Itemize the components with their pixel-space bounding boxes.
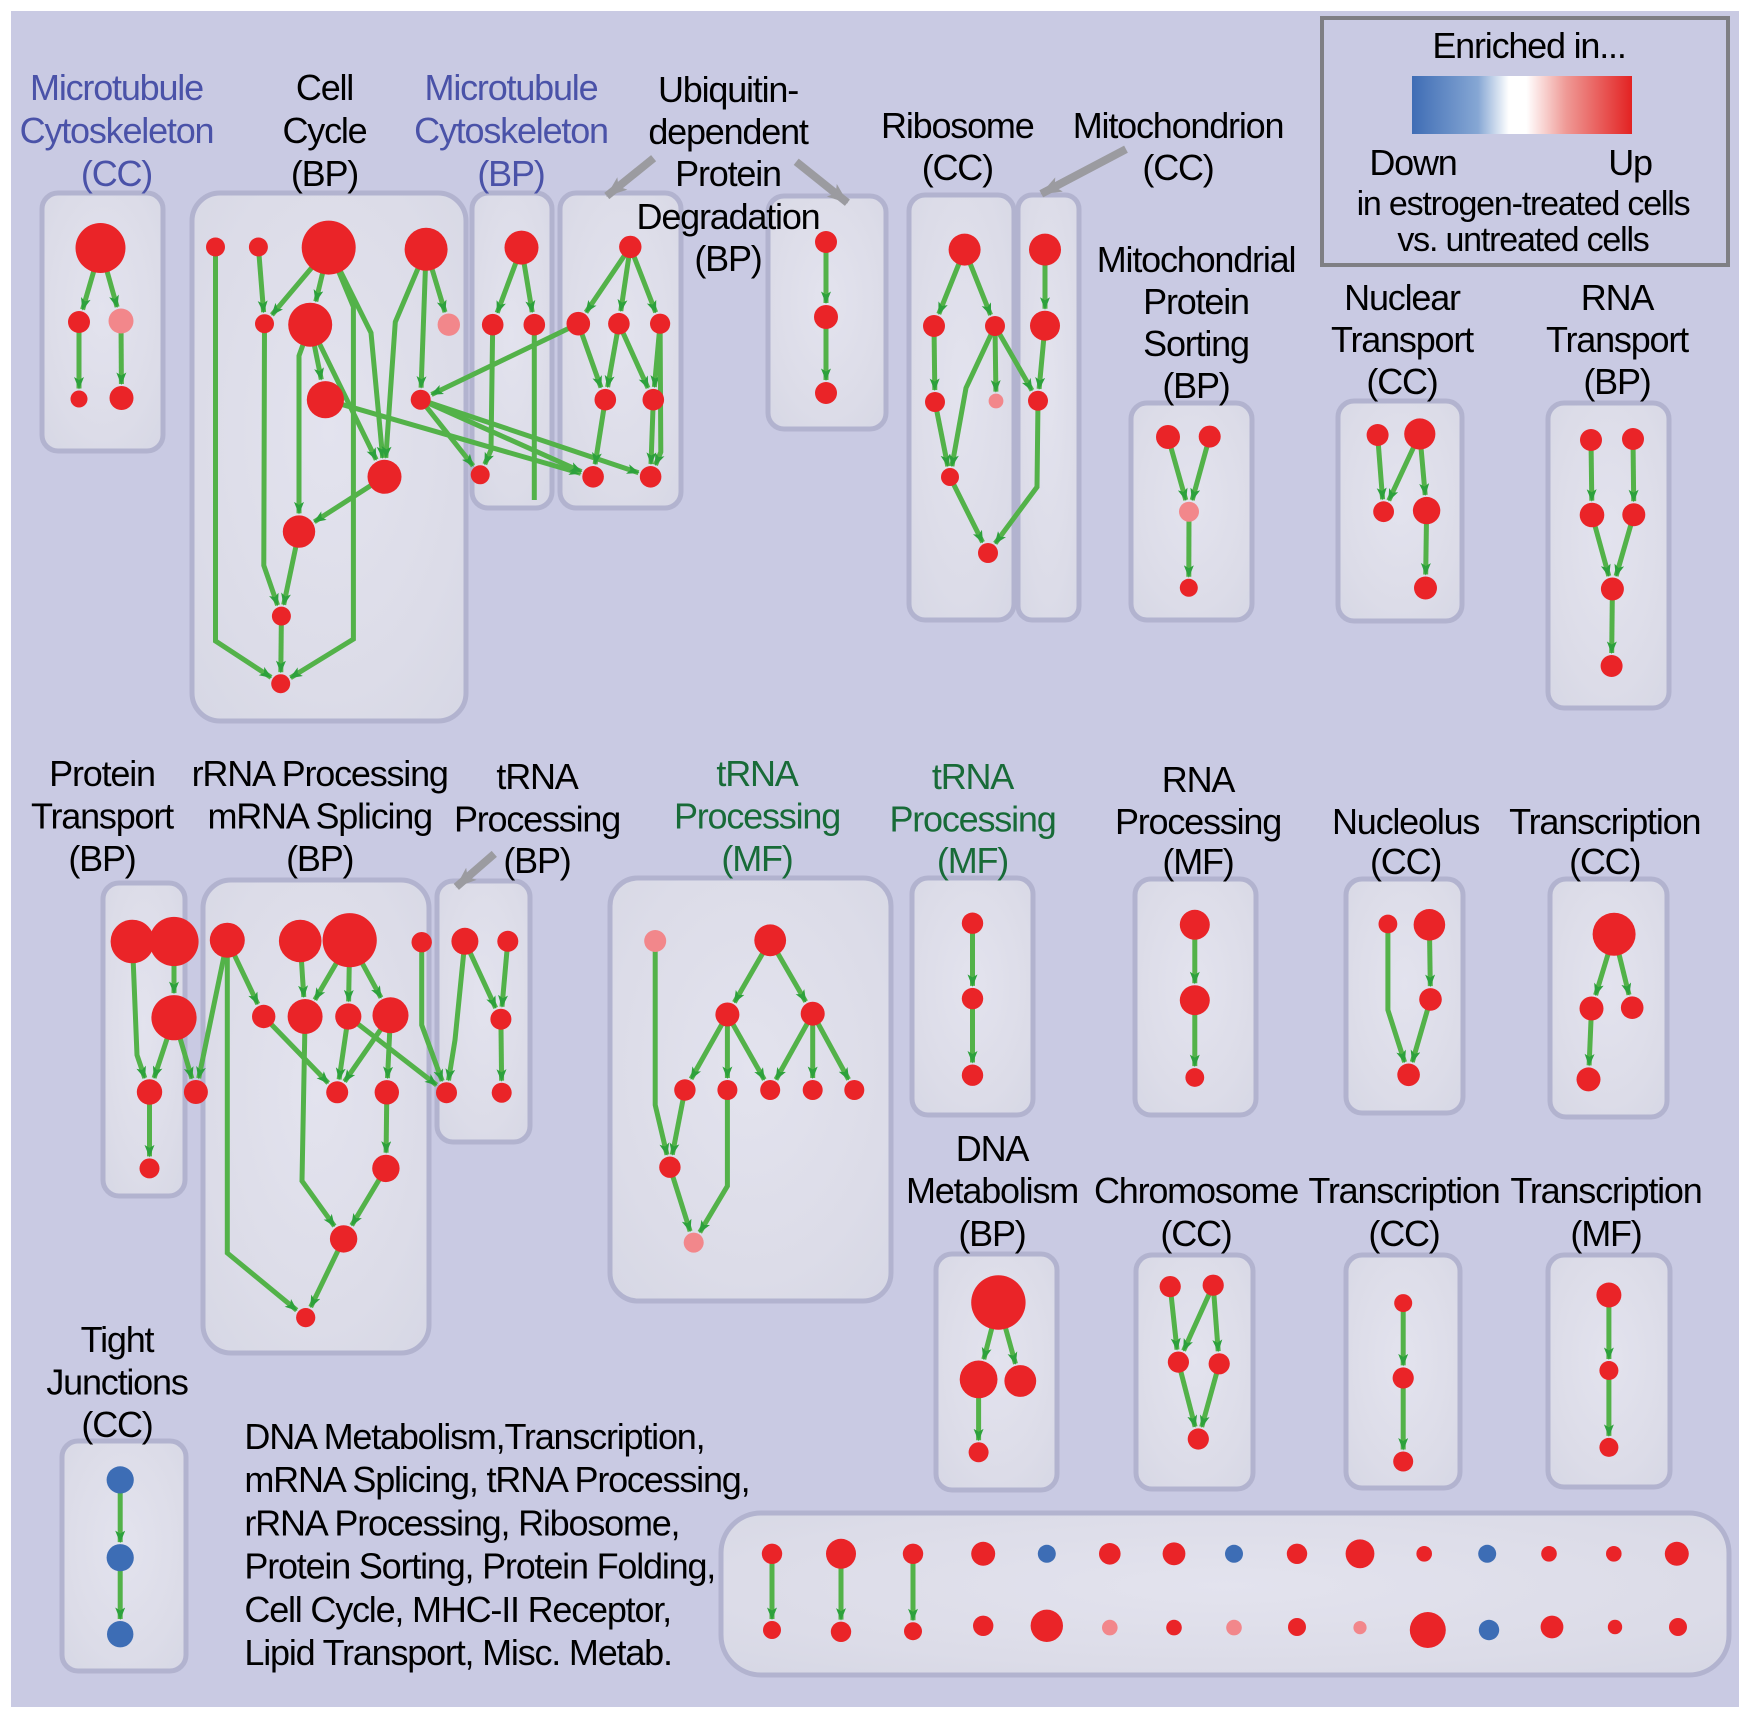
svg-text:(MF): (MF) xyxy=(721,838,792,879)
svg-text:Microtubule: Microtubule xyxy=(425,67,598,108)
svg-text:Processing: Processing xyxy=(674,796,840,837)
svg-text:(CC): (CC) xyxy=(81,1404,152,1445)
svg-text:(CC): (CC) xyxy=(1142,147,1213,188)
svg-text:RNA: RNA xyxy=(1581,277,1655,318)
svg-text:(BP): (BP) xyxy=(1583,361,1650,402)
svg-text:Nucleolus: Nucleolus xyxy=(1332,801,1479,842)
svg-text:Degradation: Degradation xyxy=(637,196,820,237)
svg-text:Sorting: Sorting xyxy=(1143,323,1249,364)
svg-text:(MF): (MF) xyxy=(1570,1213,1641,1254)
svg-text:(BP): (BP) xyxy=(503,840,570,881)
svg-text:(BP): (BP) xyxy=(1162,365,1229,406)
svg-text:Protein: Protein xyxy=(49,753,155,794)
svg-text:Nuclear: Nuclear xyxy=(1344,277,1461,318)
svg-text:DNA Metabolism,Transcription,: DNA Metabolism,Transcription, xyxy=(244,1416,704,1457)
svg-text:tRNA: tRNA xyxy=(932,756,1014,797)
svg-text:(BP): (BP) xyxy=(694,238,761,279)
svg-text:RNA: RNA xyxy=(1162,759,1236,800)
svg-text:(MF): (MF) xyxy=(937,840,1008,881)
svg-text:Down: Down xyxy=(1369,142,1456,183)
svg-text:(CC): (CC) xyxy=(81,153,152,194)
svg-text:Lipid Transport, Misc. Metab.: Lipid Transport, Misc. Metab. xyxy=(244,1632,671,1673)
svg-text:Microtubule: Microtubule xyxy=(30,67,203,108)
svg-text:Processing: Processing xyxy=(1115,801,1281,842)
svg-text:Protein: Protein xyxy=(675,153,781,194)
svg-text:dependent: dependent xyxy=(648,111,809,152)
svg-text:Cell: Cell xyxy=(296,67,353,108)
svg-text:Processing: Processing xyxy=(889,799,1055,840)
svg-text:(BP): (BP) xyxy=(286,838,353,879)
svg-text:Junctions: Junctions xyxy=(46,1362,187,1403)
svg-text:DNA: DNA xyxy=(956,1128,1030,1169)
svg-text:(BP): (BP) xyxy=(477,153,544,194)
svg-text:(CC): (CC) xyxy=(1368,1213,1439,1254)
svg-text:Mitochondrion: Mitochondrion xyxy=(1073,105,1284,146)
svg-text:Cytoskeleton: Cytoskeleton xyxy=(20,110,214,151)
svg-text:Cell Cycle, MHC-II Receptor,: Cell Cycle, MHC-II Receptor, xyxy=(244,1589,671,1630)
svg-text:Cytoskeleton: Cytoskeleton xyxy=(414,110,608,151)
svg-text:(BP): (BP) xyxy=(291,153,358,194)
svg-text:(BP): (BP) xyxy=(958,1213,1025,1254)
svg-text:Enriched in...: Enriched in... xyxy=(1432,25,1625,66)
svg-text:Transport: Transport xyxy=(1546,319,1689,360)
svg-text:Protein Sorting, Protein Foldi: Protein Sorting, Protein Folding, xyxy=(244,1546,715,1587)
svg-text:in estrogen-treated cells: in estrogen-treated cells xyxy=(1357,185,1690,223)
svg-text:rRNA Processing: rRNA Processing xyxy=(192,753,448,794)
svg-text:Chromosome: Chromosome xyxy=(1094,1170,1298,1211)
svg-text:mRNA Splicing: mRNA Splicing xyxy=(207,796,431,837)
svg-text:Processing: Processing xyxy=(454,799,620,840)
svg-text:(CC): (CC) xyxy=(922,147,993,188)
svg-text:mRNA Splicing, tRNA Processing: mRNA Splicing, tRNA Processing, xyxy=(244,1459,749,1500)
svg-text:(CC): (CC) xyxy=(1569,841,1640,882)
svg-text:Tight: Tight xyxy=(81,1319,155,1360)
svg-text:Metabolism: Metabolism xyxy=(906,1170,1078,1211)
svg-text:(CC): (CC) xyxy=(1370,841,1441,882)
svg-text:Ribosome: Ribosome xyxy=(881,105,1034,146)
svg-text:Transcription: Transcription xyxy=(1510,1170,1701,1211)
svg-text:rRNA Processing, Ribosome,: rRNA Processing, Ribosome, xyxy=(244,1503,679,1544)
svg-text:Cycle: Cycle xyxy=(282,110,366,151)
svg-text:Transcription: Transcription xyxy=(1509,801,1700,842)
svg-text:tRNA: tRNA xyxy=(496,756,578,797)
svg-text:(BP): (BP) xyxy=(68,838,135,879)
svg-text:(CC): (CC) xyxy=(1160,1213,1231,1254)
svg-text:(CC): (CC) xyxy=(1366,361,1437,402)
svg-text:tRNA: tRNA xyxy=(716,753,798,794)
svg-text:Transport: Transport xyxy=(31,796,174,837)
svg-text:vs. untreated cells: vs. untreated cells xyxy=(1397,221,1648,259)
svg-text:Up: Up xyxy=(1608,142,1652,183)
svg-text:Protein: Protein xyxy=(1143,281,1249,322)
svg-text:Transcription: Transcription xyxy=(1308,1170,1499,1211)
svg-text:(MF): (MF) xyxy=(1162,841,1233,882)
svg-text:Ubiquitin-: Ubiquitin- xyxy=(658,69,798,110)
svg-text:Mitochondrial: Mitochondrial xyxy=(1097,239,1296,280)
svg-text:Transport: Transport xyxy=(1331,319,1474,360)
